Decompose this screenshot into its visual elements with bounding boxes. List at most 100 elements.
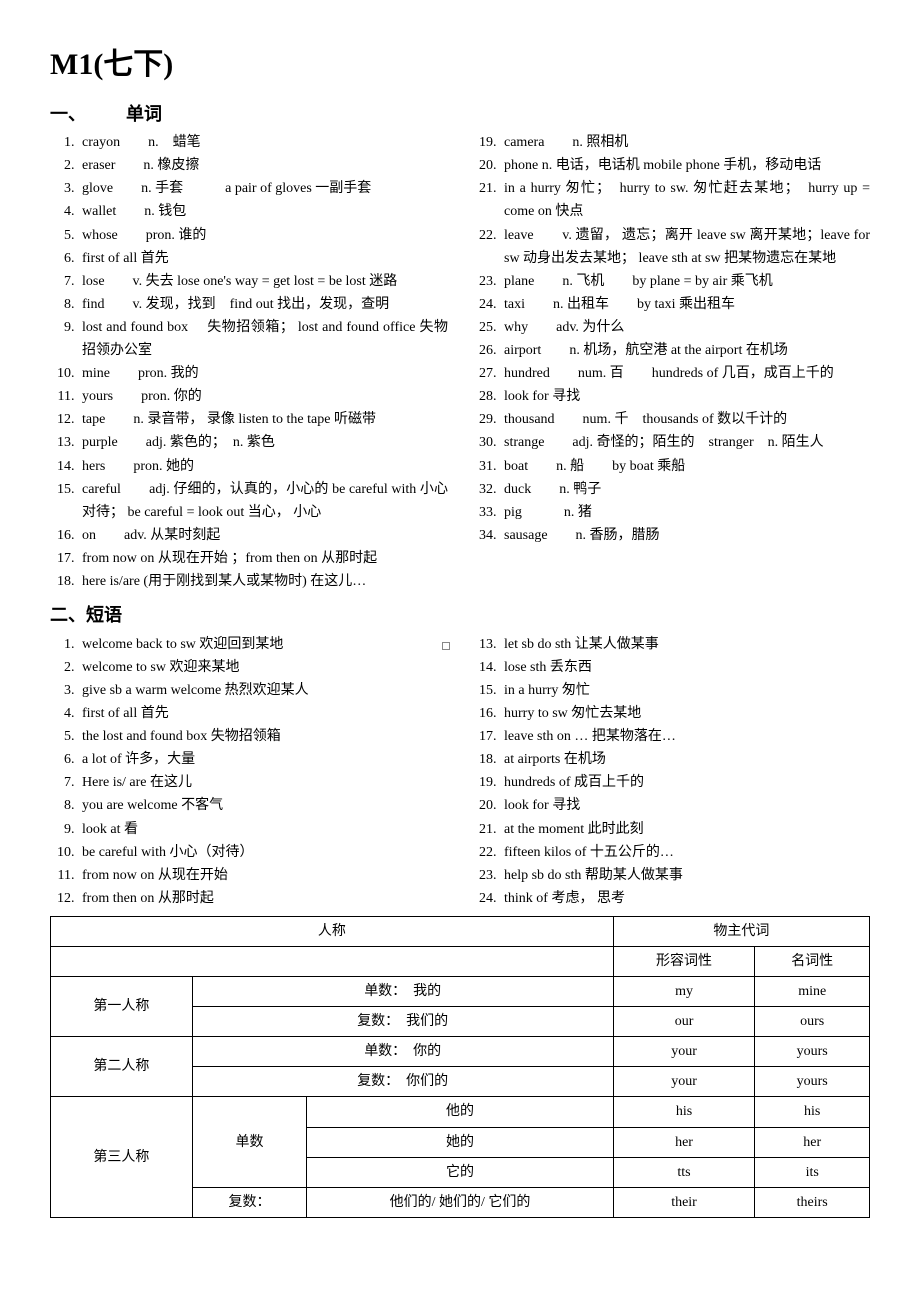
list-item: why adv. 为什么 [500,316,870,339]
table-cell-label: 单数： 我的 [192,977,613,1007]
list-item: camera n. 照相机 [500,131,870,154]
list-item: first of all 首先 [78,247,448,270]
list-item: lose v. 失去 lose one's way = get lost = b… [78,270,448,293]
list-item: give sb a warm welcome 热烈欢迎某人 [78,679,448,702]
words-columns: crayon n. 蜡笔eraser n. 橡皮擦glove n. 手套 a p… [50,131,870,593]
section-heading-words: 一、 单词 [50,100,870,130]
list-item: at airports 在机场 [500,748,870,771]
table-cell-noun: his [755,1097,870,1127]
list-item: hundred num. 百 hundreds of 几百，成百上千的 [500,362,870,385]
list-item: welcome back to sw 欢迎回到某地 [78,633,448,656]
list-item: you are welcome 不客气 [78,794,448,817]
table-cell-label: 他们的/ 她们的/ 它们的 [307,1187,613,1217]
list-item: yours pron. 你的 [78,385,448,408]
section-label: 单词 [126,104,162,124]
table-header-adj: 形容词性 [613,946,755,976]
table-cell-adj: my [613,977,755,1007]
list-item: at the moment 此时此刻 [500,818,870,841]
table-cell-label: 他的 [307,1097,613,1127]
words-list-left: crayon n. 蜡笔eraser n. 橡皮擦glove n. 手套 a p… [50,131,448,593]
list-item: hurry to sw 匆忙去某地 [500,702,870,725]
list-item: leave v. 遗留， 遗忘；离开 leave sw 离开某地；leave f… [500,224,870,270]
list-item: duck n. 鸭子 [500,478,870,501]
list-item: on adv. 从某时刻起 [78,524,448,547]
words-list-right: camera n. 照相机phone n. 电话，电话机 mobile phon… [472,131,870,547]
table-cell-adj: tts [613,1157,755,1187]
list-item: leave sth on … 把某物落在… [500,725,870,748]
table-cell-person: 第一人称 [51,977,193,1037]
section-prefix: 一、 [50,104,86,124]
table-cell-adj: his [613,1097,755,1127]
table-cell-noun: her [755,1127,870,1157]
table-cell-noun: ours [755,1007,870,1037]
list-item: thousand num. 千 thousands of 数以千计的 [500,408,870,431]
list-item: whose pron. 谁的 [78,224,448,247]
list-item: crayon n. 蜡笔 [78,131,448,154]
list-item: plane n. 飞机 by plane = by air 乘飞机 [500,270,870,293]
list-item: taxi n. 出租车 by taxi 乘出租车 [500,293,870,316]
table-cell-label: 复数： 我们的 [192,1007,613,1037]
list-item: from now on 从现在开始 [78,864,448,887]
page-title: M1(七下) [50,40,870,90]
list-item: pig n. 猪 [500,501,870,524]
list-item: from then on 从那时起 [78,887,448,910]
section-heading-phrases: 二、短语 [50,601,870,631]
list-item: here is/are (用于刚找到某人或某物时) 在这儿… [78,570,448,593]
list-item: in a hurry 匆忙； hurry to sw. 匆忙赶去某地； hurr… [500,177,870,223]
marker-icon [442,642,450,650]
list-item: find v. 发现，找到 find out 找出，发现，查明 [78,293,448,316]
list-item: phone n. 电话，电话机 mobile phone 手机，移动电话 [500,154,870,177]
table-header-possessive: 物主代词 [613,916,869,946]
table-cell-adj: your [613,1037,755,1067]
table-cell-adj: their [613,1187,755,1217]
section-label: 短语 [86,605,122,625]
table-cell-person: 第三人称 [51,1097,193,1217]
list-item: eraser n. 橡皮擦 [78,154,448,177]
list-item: tape n. 录音带， 录像 listen to the tape 听磁带 [78,408,448,431]
list-item: think of 考虑， 思考 [500,887,870,910]
list-item: Here is/ are 在这儿 [78,771,448,794]
table-cell-noun: yours [755,1067,870,1097]
table-cell-label: 单数： 你的 [192,1037,613,1067]
list-item: welcome to sw 欢迎来某地 [78,656,448,679]
table-cell-number: 单数 [192,1097,307,1187]
table-cell-noun: theirs [755,1187,870,1217]
list-item: from now on 从现在开始 ；from then on 从那时起 [78,547,448,570]
table-cell-label: 复数： 你们的 [192,1067,613,1097]
list-item: boat n. 船 by boat 乘船 [500,455,870,478]
list-item: lose sth 丢东西 [500,656,870,679]
list-item: fifteen kilos of 十五公斤的… [500,841,870,864]
list-item: wallet n. 钱包 [78,200,448,223]
table-cell-adj: her [613,1127,755,1157]
list-item: lost and found box 失物招领箱； lost and found… [78,316,448,362]
table-cell-number: 复数： [192,1187,307,1217]
list-item: be careful with 小心（对待） [78,841,448,864]
phrases-list-right: let sb do sth 让某人做某事lose sth 丢东西in a hur… [472,633,870,910]
section-prefix: 二、 [50,605,86,625]
pronoun-table: 人称 物主代词 形容词性 名词性 第一人称单数： 我的mymine 复数： 我们的… [50,916,870,1218]
table-cell-adj: our [613,1007,755,1037]
list-item: purple adj. 紫色的； n. 紫色 [78,431,448,454]
table-cell-label: 她的 [307,1127,613,1157]
list-item: look for 寻找 [500,794,870,817]
table-cell-person: 第二人称 [51,1037,193,1097]
list-item: let sb do sth 让某人做某事 [500,633,870,656]
list-item: mine pron. 我的 [78,362,448,385]
table-header-person: 人称 [51,916,614,946]
list-item: glove n. 手套 a pair of gloves 一副手套 [78,177,448,200]
table-cell-noun: its [755,1157,870,1187]
list-item: look for 寻找 [500,385,870,408]
phrases-columns: welcome back to sw 欢迎回到某地welcome to sw 欢… [50,633,870,910]
table-cell-adj: your [613,1067,755,1097]
table-header-noun: 名词性 [755,946,870,976]
list-item: help sb do sth 帮助某人做某事 [500,864,870,887]
list-item: airport n. 机场，航空港 at the airport 在机场 [500,339,870,362]
list-item: first of all 首先 [78,702,448,725]
list-item: hundreds of 成百上千的 [500,771,870,794]
phrases-list-left: welcome back to sw 欢迎回到某地welcome to sw 欢… [50,633,448,910]
list-item: sausage n. 香肠，腊肠 [500,524,870,547]
list-item: look at 看 [78,818,448,841]
list-item: a lot of 许多，大量 [78,748,448,771]
table-cell-noun: yours [755,1037,870,1067]
table-cell-noun: mine [755,977,870,1007]
